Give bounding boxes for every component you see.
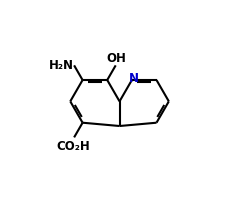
Text: OH: OH: [106, 52, 126, 64]
Text: CO₂H: CO₂H: [57, 139, 91, 152]
Text: H₂N: H₂N: [48, 58, 73, 71]
Text: N: N: [128, 72, 138, 85]
